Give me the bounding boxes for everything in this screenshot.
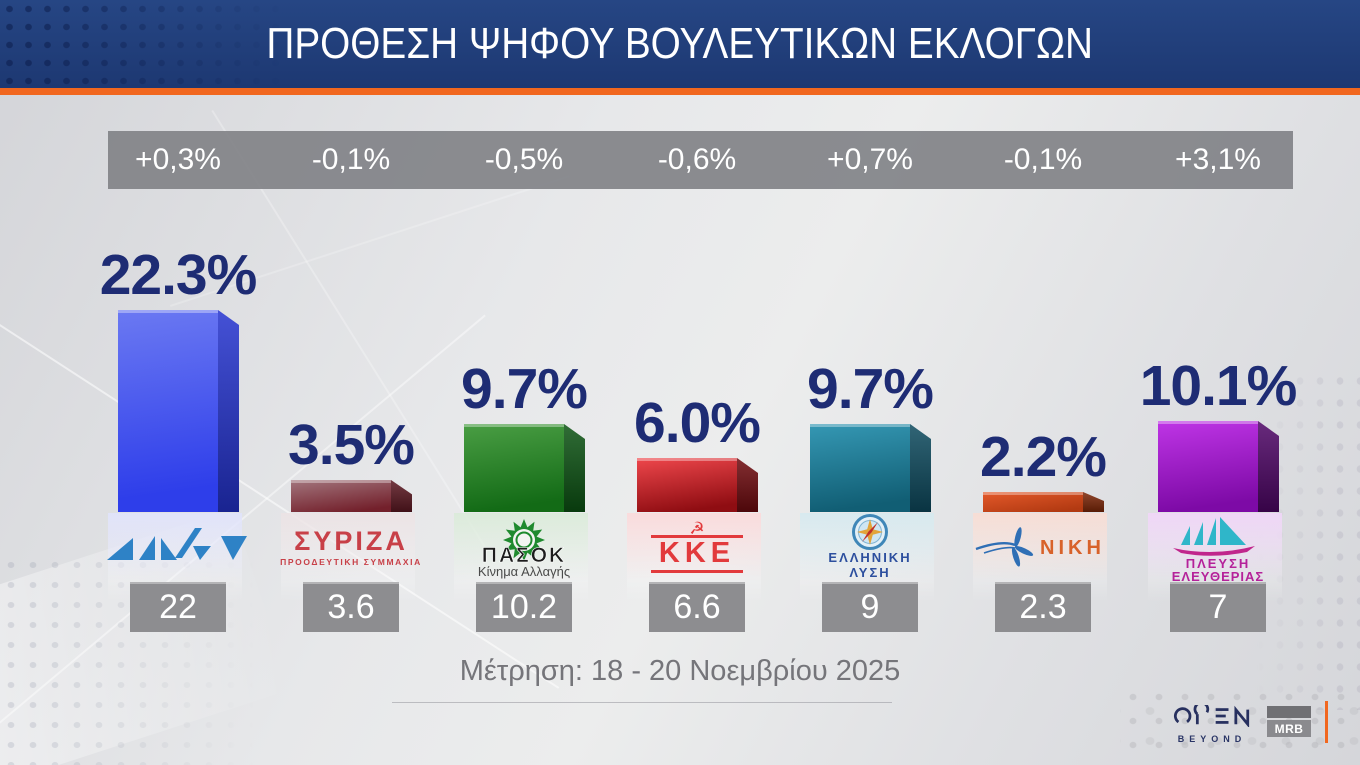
previous-value: 6.6 [673, 587, 721, 626]
party-column-plefsi: 10.1% ΠΛΕΥΣΗ ΕΛΕΥΘΕΡΙΑΣ 7 [1132, 0, 1304, 765]
previous-value-badge: 3.6 [303, 582, 399, 632]
elliniki-lysi-logo-text: ΕΛΛΗΝΙΚΗ [828, 550, 911, 565]
previous-value-badge: 22 [130, 582, 226, 632]
previous-value-badge: 10.2 [476, 582, 572, 632]
previous-value-badge: 9 [822, 582, 918, 632]
previous-value: 7 [1208, 587, 1228, 626]
pasok-logo: ΠΑΣΟΚ Κίνημα Αλλαγής [428, 516, 620, 579]
party-column-syriza: 3.5% ΣΥΡΙΖΑ ΠΡΟΟΔΕΥΤΙΚΗ ΣΥΜΜΑΧΙΑ 3.6 [265, 0, 437, 765]
niki-propeller-icon: ΝΙΚΗ [975, 527, 1105, 567]
hammer-sickle-icon: ☭ [689, 518, 705, 538]
plefsi-logo-text: ΠΛΕΥΣΗ [1186, 556, 1251, 571]
change-value-kke: -0,6% [657, 143, 737, 176]
party-column-pasok: 9.7% ΠΑΣΟΚ Κίνημα Αλλαγής 10.2 [438, 0, 610, 765]
percent-label-niki: 2.2% [980, 425, 1107, 489]
open-logo-icon [1173, 701, 1250, 729]
bar-kke-side-face [737, 458, 758, 512]
previous-value-badge: 2.3 [995, 582, 1091, 632]
kke-logo: ☭ ΚΚΕ [601, 516, 793, 578]
bar-plefsi [1158, 421, 1258, 512]
syriza-logo-text: ΣΥΡΙΖΑ [294, 525, 408, 556]
percent-label-nd: 22.3% [99, 243, 258, 307]
previous-value-badge: 7 [1170, 582, 1266, 632]
bar-syriza [291, 480, 391, 512]
party-column-nd: 22.3% 22 [92, 0, 264, 765]
previous-value-badge: 6.6 [649, 582, 745, 632]
note-divider [392, 702, 892, 703]
syriza-logo: ΣΥΡΙΖΑ ΠΡΟΟΔΕΥΤΙΚΗ ΣΥΜΜΑΧΙΑ [255, 516, 447, 578]
open-channel-logo: BEYOND [1172, 701, 1252, 744]
plefsi-logo-subtext: ΕΛΕΥΘΕΡΙΑΣ [1172, 569, 1264, 583]
accent-vertical-line [1325, 701, 1328, 743]
syriza-logo-subtext: ΠΡΟΟΔΕΥΤΙΚΗ ΣΥΜΜΑΧΙΑ [280, 556, 422, 567]
percent-label-kke: 6.0% [634, 391, 761, 455]
nd-logo [82, 516, 274, 578]
bar-nd-side-face [218, 310, 239, 512]
change-value-syriza: -0,1% [311, 143, 391, 176]
plefsi-logo: ΠΛΕΥΣΗ ΕΛΕΥΘΕΡΙΑΣ [1122, 516, 1314, 583]
change-band: +0,3% -0,1% -0,5% -0,6% +0,7% -0,1% +3,1… [108, 131, 1293, 189]
bar-niki [983, 492, 1083, 512]
party-column-elliniki-lysi: 9.7% ΕΛΛΗΝΙΚΗ ΛΥΣΗ 9 [784, 0, 956, 765]
nd-logo-icon [107, 528, 247, 560]
measurement-date-note: Μέτρηση: 18 - 20 Νοεμβρίου 2025 [459, 655, 901, 687]
previous-value: 9 [860, 587, 880, 626]
party-column-kke: 6.0% ☭ ΚΚΕ 6.6 [611, 0, 783, 765]
bar-elliniki-lysi-side-face [910, 424, 931, 512]
elliniki-lysi-logo: ΕΛΛΗΝΙΚΗ ΛΥΣΗ [774, 514, 966, 580]
bar-pasok [464, 424, 564, 512]
open-beyond-text: BEYOND [1177, 734, 1247, 744]
mrb-pollster-logo: MRB [1267, 706, 1311, 737]
bar-kke [637, 458, 737, 512]
niki-logo-text: ΝΙΚΗ [1040, 537, 1105, 559]
bar-nd [118, 310, 218, 512]
previous-value: 10.2 [490, 587, 558, 626]
mrb-logo-box: MRB [1267, 720, 1311, 737]
bar-plefsi-side-face [1258, 421, 1279, 512]
niki-logo: ΝΙΚΗ [947, 516, 1139, 578]
pasok-logo-subtext: Κίνημα Αλλαγής [478, 564, 570, 579]
change-value-niki: -0,1% [1003, 143, 1083, 176]
accent-strip [0, 88, 1360, 95]
change-value-pasok: -0,5% [484, 143, 564, 176]
title-bar: ΠΡΟΘΕΣΗ ΨΗΦΟΥ ΒΟΥΛΕΥΤΙΚΩΝ ΕΚΛΟΓΩΝ [0, 0, 1360, 88]
change-value-ellysi: +0,7% [827, 143, 913, 176]
mrb-logo-text: MRB [1274, 721, 1304, 736]
elliniki-lysi-logo-subtext: ΛΥΣΗ [849, 565, 890, 580]
bar-pasok-side-face [564, 424, 585, 512]
bar-elliniki-lysi [810, 424, 910, 512]
change-value-plefsi: +3,1% [1175, 143, 1261, 176]
previous-value: 2.3 [1019, 587, 1067, 626]
percent-label-pasok: 9.7% [461, 357, 588, 421]
bar-niki-side-face [1083, 492, 1104, 512]
percent-label-plefsi: 10.1% [1139, 354, 1298, 418]
mrb-logo-bar [1267, 706, 1311, 718]
change-value-nd: +0,3% [135, 143, 221, 176]
previous-value: 22 [159, 587, 197, 626]
previous-value: 3.6 [327, 587, 375, 626]
party-column-niki: 2.2% ΝΙΚΗ 2.3 [957, 0, 1129, 765]
pasok-sun-icon: ΠΑΣΟΚ Κίνημα Αλλαγής [478, 519, 570, 579]
sailboat-icon: ΠΛΕΥΣΗ ΕΛΕΥΘΕΡΙΑΣ [1172, 517, 1264, 583]
kke-logo-text: ΚΚΕ [650, 534, 744, 573]
pasok-logo-text: ΠΑΣΟΚ [482, 544, 566, 567]
bar-syriza-side-face [391, 480, 412, 512]
page-title: ΠΡΟΘΕΣΗ ΨΗΦΟΥ ΒΟΥΛΕΥΤΙΚΩΝ ΕΚΛΟΓΩΝ [266, 19, 1094, 68]
percent-label-syriza: 3.5% [288, 413, 415, 477]
percent-label-elliniki-lysi: 9.7% [807, 357, 934, 421]
compass-icon: ΕΛΛΗΝΙΚΗ ΛΥΣΗ [828, 514, 911, 580]
header-dot-pattern [0, 0, 320, 88]
